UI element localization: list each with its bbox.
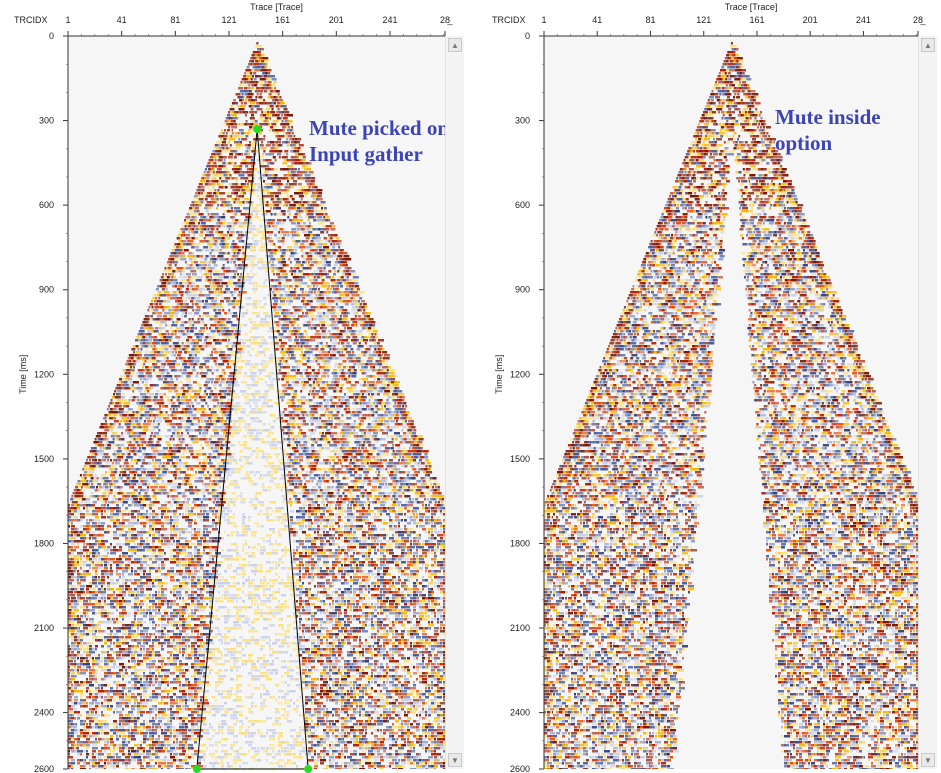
right-seismic-panel: TRCIDX Trace [Trace] 1 41 81 121 161 201 241 28̲ 0… [476, 0, 941, 773]
left-seismic-plot[interactable]: TRCIDX Trace [Trace] 1 41 81 121 161 201 241 28̲ 0… [0, 0, 470, 773]
y-tick-label: 300 [515, 116, 530, 126]
arrow-up-icon[interactable]: ▲ [921, 38, 935, 52]
mute-pick-point[interactable] [304, 765, 313, 773]
y-tick-label: 2600 [510, 764, 530, 773]
y-tick-label: 2100 [510, 623, 530, 633]
x-tick-label: 241 [856, 15, 871, 25]
x-axis-title: Trace [Trace] [250, 2, 303, 12]
x-tick-label: 121 [696, 15, 711, 25]
left-annotation: Mute picked on Input gather [309, 115, 449, 167]
y-tick-label: 1500 [34, 454, 54, 464]
y-tick-label: 900 [39, 285, 54, 295]
mute-pick-point[interactable] [253, 125, 262, 134]
x-tick-label: 28̲ [440, 15, 453, 25]
trace-index-label: TRCIDX [14, 15, 48, 25]
right-annotation-line-1: Mute inside [775, 104, 881, 130]
y-tick-label: 600 [39, 200, 54, 210]
left-annotation-line-1: Mute picked on [309, 115, 449, 141]
right-seismic-plot[interactable]: TRCIDX Trace [Trace] 1 41 81 121 161 201 241 28̲ 0… [476, 0, 941, 773]
y-tick-label: 1200 [34, 369, 54, 379]
arrow-up-icon[interactable]: ▲ [448, 38, 462, 52]
x-tick-label: 41 [592, 15, 602, 25]
x-tick-label: 161 [275, 15, 290, 25]
y-tick-label: 1800 [34, 538, 54, 548]
left-annotation-line-2: Input gather [309, 141, 449, 167]
x-tick-label: 41 [117, 15, 127, 25]
y-axis-title: Time [ms] [494, 355, 504, 394]
x-tick-label: 201 [803, 15, 818, 25]
y-tick-label: 1500 [510, 454, 530, 464]
y-tick-label: 2400 [34, 708, 54, 718]
left-vertical-scrollbar[interactable]: ▲ ▼ [445, 36, 464, 769]
x-tick-label: 161 [749, 15, 764, 25]
right-vertical-scrollbar[interactable]: ▲ ▼ [918, 36, 937, 769]
trace-index-label: TRCIDX [492, 15, 526, 25]
x-tick-label: 241 [382, 15, 397, 25]
y-tick-label: 2600 [34, 764, 54, 773]
y-tick-label: 2100 [34, 623, 54, 633]
x-tick-label: 28̲ [913, 15, 926, 25]
y-tick-label: 600 [515, 200, 530, 210]
y-tick-label: 1200 [510, 369, 530, 379]
seismic-wiggles [68, 42, 445, 769]
seismic-wiggles [544, 42, 918, 769]
left-seismic-panel: TRCIDX Trace [Trace] 1 41 81 121 161 201 241 28̲ 0… [0, 0, 470, 773]
x-tick-label: 81 [645, 15, 655, 25]
y-tick-label: 1800 [510, 538, 530, 548]
right-annotation-line-2: option [775, 130, 881, 156]
x-tick-label: 1 [541, 15, 546, 25]
y-tick-label: 0 [525, 31, 530, 41]
y-tick-label: 900 [515, 285, 530, 295]
x-axis-title: Trace [Trace] [725, 2, 778, 12]
mute-pick-point[interactable] [192, 765, 201, 773]
y-tick-label: 300 [39, 116, 54, 126]
mute-pick-line[interactable] [196, 128, 309, 770]
y-tick-label: 0 [49, 31, 54, 41]
arrow-down-icon[interactable]: ▼ [921, 753, 935, 767]
arrow-down-icon[interactable]: ▼ [448, 753, 462, 767]
x-tick-label: 201 [329, 15, 344, 25]
right-annotation: Mute inside option [775, 104, 881, 156]
x-tick-label: 121 [221, 15, 236, 25]
y-axis-title: Time [ms] [18, 355, 28, 394]
y-tick-label: 2400 [510, 708, 530, 718]
x-tick-label: 1 [65, 15, 70, 25]
x-tick-label: 81 [170, 15, 180, 25]
